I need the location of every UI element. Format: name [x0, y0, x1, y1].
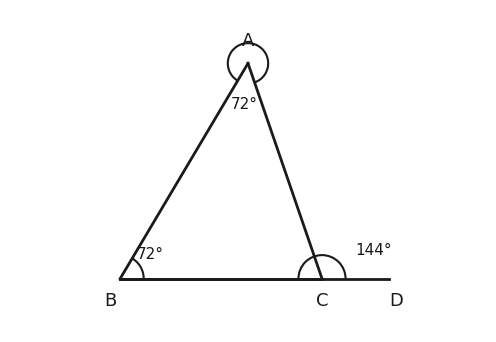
Text: B: B [104, 292, 116, 310]
Text: 72°: 72° [231, 97, 258, 112]
Text: A: A [242, 32, 254, 50]
Text: C: C [316, 292, 328, 310]
Text: D: D [389, 292, 403, 310]
Text: 144°: 144° [356, 244, 392, 259]
Text: 72°: 72° [137, 247, 164, 262]
